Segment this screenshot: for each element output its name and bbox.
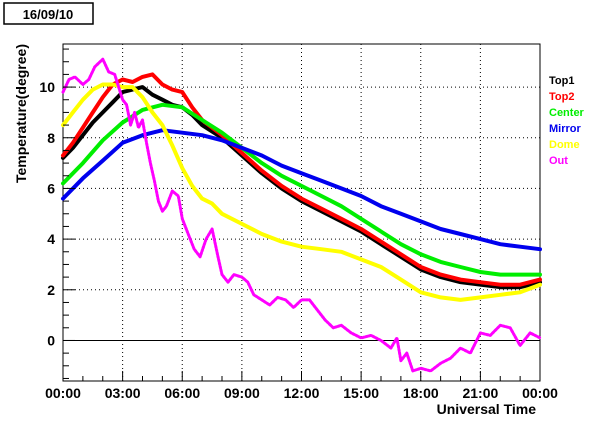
y-tick-label-1: 2 [47,282,55,298]
y-tick-label-3: 6 [47,180,55,196]
legend: Top1 Top2 Center Mirror Dome Out [549,75,585,167]
legend-entry-center: Center [549,107,585,119]
series-line-center [61,102,542,277]
grid [63,44,540,381]
x-tick-label-2: 06:00 [164,385,200,401]
series-line-out [61,57,542,373]
x-tick-label-7: 21:00 [462,385,498,401]
legend-entry-top1: Top1 [549,75,574,87]
y-axis-title: Temperature(degree) [13,44,29,183]
x-tick-label-3: 09:00 [224,385,260,401]
x-tick-label-5: 15:00 [343,385,379,401]
date-label: 16/09/10 [23,7,74,22]
legend-entry-dome: Dome [549,139,580,151]
date-box [3,2,94,25]
y-tick-label-5: 10 [39,79,55,95]
series-line-dome [61,82,542,302]
y-tick-label-2: 4 [47,231,55,247]
axes: 00:00 03:00 06:00 09:00 12:00 15:00 18:00 21:00… [39,48,558,401]
y-tick-label-4: 8 [47,130,55,146]
legend-entry-out: Out [549,155,568,167]
legend-entry-mirror: Mirror [549,123,582,135]
series-line-top2 [61,72,542,287]
y-tick-label-0: 0 [47,332,55,348]
legend-entry-top2: Top2 [549,91,574,103]
x-tick-label-4: 12:00 [284,385,320,401]
x-tick-label-8: 00:00 [522,385,558,401]
x-tick-label-6: 18:00 [403,385,439,401]
x-tick-label-0: 00:00 [45,385,81,401]
x-axis-title: Universal Time [437,401,537,417]
x-tick-label-1: 03:00 [105,385,141,401]
series-line-mirror [61,128,542,252]
series-layer [61,57,542,373]
